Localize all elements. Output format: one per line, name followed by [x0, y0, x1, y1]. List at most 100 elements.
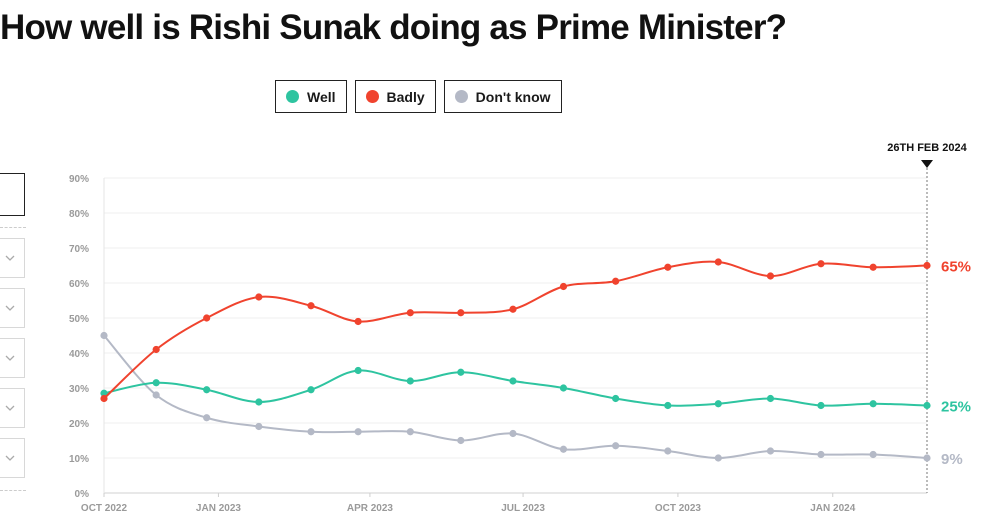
- data-point-badly: [509, 305, 517, 313]
- data-point-badly: [766, 272, 775, 280]
- data-point-badly: [203, 314, 211, 322]
- end-label-well: 25%: [941, 399, 971, 416]
- series-line-badly: [103, 260, 928, 400]
- dont-know-dot-icon: [454, 90, 468, 103]
- y-tick-label: 70%: [69, 244, 89, 255]
- data-point-don-t-know: [152, 391, 160, 399]
- series-group: 9% 25% 65%: [100, 258, 971, 468]
- data-point-badly: [152, 345, 160, 354]
- data-point-don-t-know: [664, 447, 672, 455]
- chevron-down-icon: [5, 455, 15, 461]
- y-tick-label: 50%: [69, 314, 89, 325]
- chevron-down-icon: [5, 255, 15, 261]
- y-tick-label: 40%: [69, 349, 89, 360]
- data-point-don-t-know: [354, 428, 362, 436]
- y-tick-label: 0%: [75, 489, 90, 500]
- data-point-badly: [255, 293, 263, 301]
- side-selector-box[interactable]: [0, 173, 25, 216]
- data-point-well: [100, 389, 108, 397]
- data-point-badly: [817, 260, 825, 268]
- side-divider: [0, 490, 26, 491]
- y-tick-label: 30%: [69, 384, 89, 395]
- data-point-badly: [406, 309, 414, 317]
- data-point-don-t-know: [203, 414, 211, 422]
- chevron-down-icon: [5, 355, 15, 361]
- data-point-well: [457, 368, 465, 376]
- date-marker: 26TH FEB 2024: [887, 142, 968, 493]
- end-label-don-t-know: 9%: [941, 451, 963, 468]
- data-point-don-t-know: [255, 422, 263, 431]
- badly-dot-icon: [365, 90, 379, 103]
- well-dot-icon: [286, 90, 299, 103]
- data-point-well: [766, 394, 775, 403]
- side-dropdown-1[interactable]: [0, 238, 25, 278]
- data-point-don-t-know: [869, 450, 877, 459]
- y-tick-label: 80%: [69, 209, 89, 220]
- data-point-don-t-know: [612, 442, 620, 450]
- data-point-well: [714, 400, 722, 408]
- data-point-don-t-know: [100, 331, 108, 340]
- data-point-don-t-know: [509, 429, 517, 438]
- x-axis: OCT 2022 JAN 2023 APR 2023 JUL 2023 OCT 2023…: [81, 493, 856, 514]
- legend-item-dont-know[interactable]: Don't know: [443, 80, 562, 113]
- data-point-don-t-know: [714, 454, 722, 462]
- marker-arrow-icon: [921, 160, 933, 168]
- data-point-don-t-know: [559, 445, 568, 453]
- data-point-badly: [354, 317, 362, 326]
- x-tick-label: JUL 2023: [501, 503, 545, 514]
- data-point-well: [406, 377, 414, 385]
- y-tick-label: 90%: [69, 174, 89, 185]
- data-point-well: [923, 401, 931, 410]
- legend-item-well[interactable]: Well: [275, 80, 347, 113]
- data-point-well: [307, 386, 315, 394]
- legend-item-badly[interactable]: Badly: [354, 80, 436, 113]
- marker-label: 26TH FEB 2024: [887, 142, 967, 154]
- data-point-don-t-know: [923, 454, 931, 462]
- data-point-badly: [664, 263, 672, 271]
- y-tick-label: 20%: [69, 419, 89, 430]
- data-point-don-t-know: [766, 447, 775, 455]
- data-point-well: [612, 394, 620, 403]
- side-dropdown-2[interactable]: [0, 288, 25, 328]
- chevron-down-icon: [5, 405, 15, 411]
- gridlines: [103, 177, 927, 494]
- data-point-well: [817, 401, 825, 410]
- data-point-well: [559, 384, 568, 392]
- data-point-badly: [457, 309, 465, 317]
- chart-title: How well is Rishi Sunak doing as Prime M…: [0, 8, 787, 47]
- side-dropdown-3[interactable]: [0, 338, 25, 378]
- data-point-well: [664, 401, 672, 410]
- data-point-well: [869, 400, 877, 408]
- legend-label: Don't know: [475, 88, 551, 105]
- data-point-don-t-know: [307, 428, 315, 436]
- y-axis: 0% 10% 20% 30% 40% 50% 60% 70% 80% 90%: [69, 174, 89, 500]
- x-tick-label: OCT 2022: [81, 503, 128, 514]
- legend-label: Badly: [386, 88, 425, 105]
- x-tick-label: JAN 2023: [196, 503, 241, 514]
- end-label-badly: 65%: [941, 259, 971, 276]
- data-point-don-t-know: [817, 450, 825, 459]
- data-point-badly: [923, 261, 931, 270]
- side-dropdown-5[interactable]: [0, 438, 25, 478]
- legend: Well Badly Don't know: [275, 80, 562, 113]
- data-point-don-t-know: [406, 428, 414, 436]
- side-dropdown-4[interactable]: [0, 388, 25, 428]
- x-tick-label: JAN 2024: [810, 503, 855, 514]
- x-tick-label: OCT 2023: [655, 503, 702, 514]
- data-point-well: [354, 366, 362, 375]
- x-tick-label: APR 2023: [347, 503, 394, 514]
- data-point-badly: [714, 258, 722, 266]
- data-point-well: [509, 377, 517, 385]
- data-point-badly: [307, 302, 315, 310]
- chevron-down-icon: [5, 305, 15, 311]
- y-tick-label: 60%: [69, 279, 89, 290]
- data-point-don-t-know: [457, 436, 465, 445]
- data-point-badly: [100, 394, 108, 403]
- data-point-well: [255, 398, 263, 406]
- data-point-badly: [612, 277, 620, 285]
- y-tick-label: 10%: [69, 454, 89, 465]
- side-divider: [0, 227, 26, 228]
- data-point-well: [152, 379, 160, 387]
- data-point-well: [203, 386, 211, 394]
